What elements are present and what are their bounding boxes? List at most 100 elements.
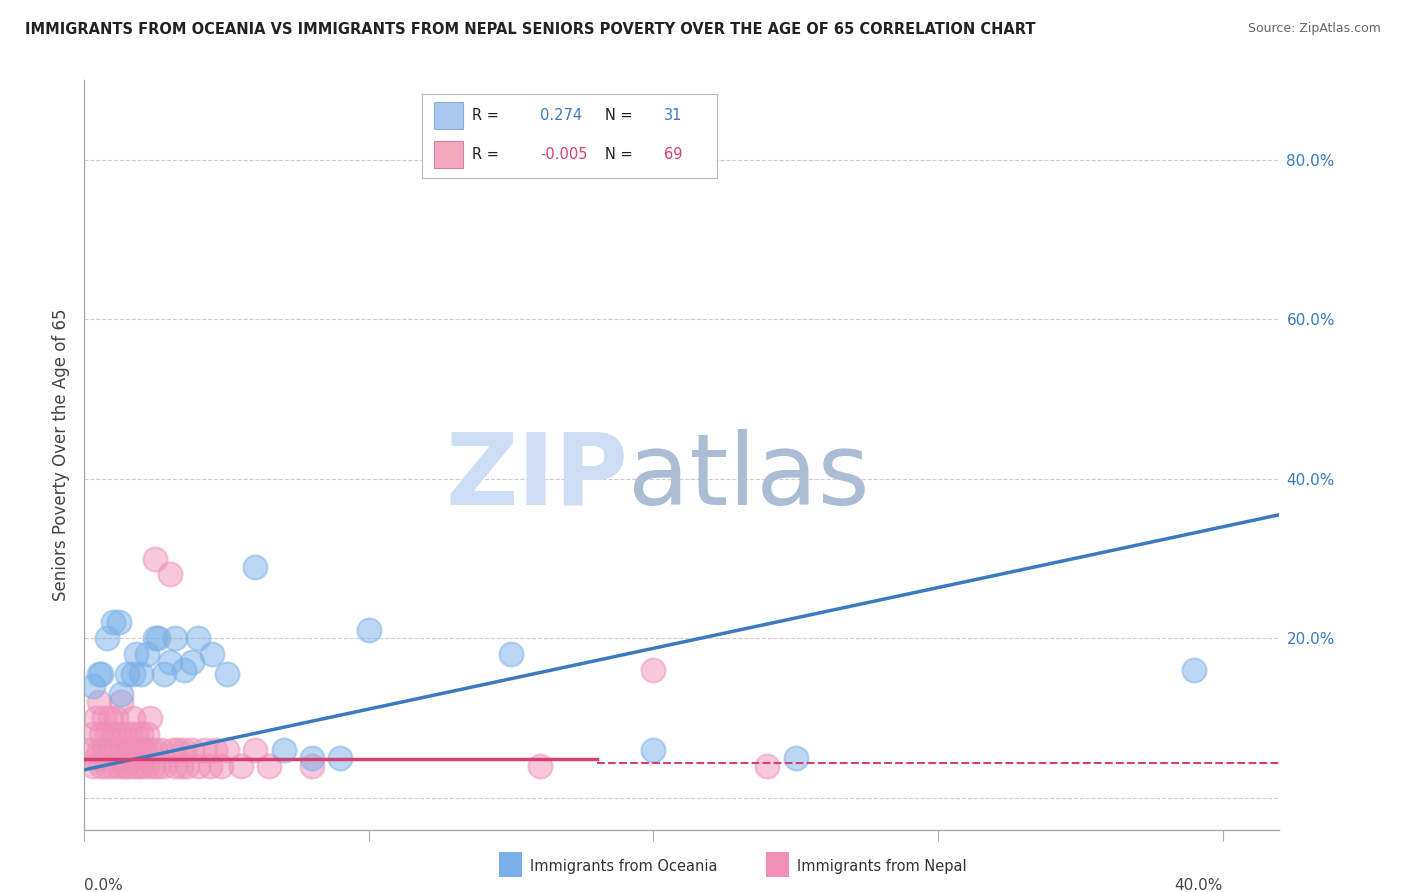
Text: Immigrants from Oceania: Immigrants from Oceania — [530, 859, 717, 873]
Point — [756, 759, 779, 773]
Point — [101, 615, 124, 630]
Point — [153, 667, 176, 681]
Point — [187, 632, 209, 646]
Point — [243, 559, 266, 574]
Point — [643, 743, 665, 757]
Point — [124, 647, 146, 661]
Point — [84, 711, 107, 725]
Point — [173, 663, 195, 677]
Point — [96, 727, 118, 741]
Point — [529, 759, 551, 773]
Point — [170, 759, 193, 773]
Point — [84, 751, 107, 765]
Point — [136, 727, 159, 741]
Point — [115, 667, 138, 681]
Text: -0.005: -0.005 — [540, 147, 588, 162]
Point — [98, 743, 121, 757]
Point — [90, 759, 112, 773]
Point — [159, 655, 181, 669]
Text: Source: ZipAtlas.com: Source: ZipAtlas.com — [1247, 22, 1381, 36]
Point — [121, 759, 143, 773]
Point — [87, 743, 110, 757]
Point — [187, 759, 209, 773]
Text: 0.0%: 0.0% — [84, 879, 124, 892]
Point — [118, 727, 141, 741]
Point — [107, 727, 129, 741]
Point — [104, 711, 127, 725]
Point — [301, 751, 323, 765]
Point — [110, 687, 132, 701]
Point — [357, 624, 380, 638]
Point — [104, 743, 127, 757]
Text: N =: N = — [605, 108, 633, 123]
Point — [167, 743, 190, 757]
Point — [112, 759, 135, 773]
Point — [82, 727, 104, 741]
Text: N =: N = — [605, 147, 633, 162]
Point — [142, 759, 165, 773]
Point — [132, 743, 156, 757]
Point — [110, 743, 132, 757]
Point — [198, 759, 221, 773]
Point — [181, 655, 204, 669]
Text: 0.274: 0.274 — [540, 108, 582, 123]
Point — [121, 667, 143, 681]
Text: 40.0%: 40.0% — [1174, 879, 1223, 892]
Point — [101, 727, 124, 741]
Point — [127, 743, 149, 757]
Point — [93, 711, 115, 725]
Point — [112, 727, 135, 741]
Point — [173, 743, 195, 757]
Point — [145, 551, 167, 566]
Y-axis label: Seniors Poverty Over the Age of 65: Seniors Poverty Over the Age of 65 — [52, 309, 70, 601]
Point — [204, 743, 226, 757]
Point — [121, 711, 143, 725]
Point — [148, 632, 170, 646]
Point — [90, 667, 112, 681]
Point — [153, 759, 176, 773]
Point — [193, 743, 215, 757]
Point — [127, 759, 149, 773]
Point — [1182, 663, 1205, 677]
Point — [501, 647, 523, 661]
Point — [176, 759, 198, 773]
Point — [101, 759, 124, 773]
Point — [124, 727, 146, 741]
Point — [209, 759, 232, 773]
Point — [87, 695, 110, 709]
Point — [129, 727, 152, 741]
Point — [107, 615, 129, 630]
Text: 69: 69 — [664, 147, 682, 162]
Point — [96, 632, 118, 646]
Point — [115, 759, 138, 773]
Point — [129, 667, 152, 681]
Point — [87, 667, 110, 681]
Point — [90, 727, 112, 741]
Point — [98, 711, 121, 725]
Point — [201, 647, 224, 661]
Text: atlas: atlas — [628, 429, 870, 526]
Point — [139, 743, 162, 757]
Point — [124, 743, 146, 757]
Point — [150, 743, 173, 757]
Point — [243, 743, 266, 757]
Text: ZIP: ZIP — [446, 429, 628, 526]
Point — [93, 743, 115, 757]
Text: R =: R = — [472, 108, 499, 123]
Point — [107, 759, 129, 773]
Point — [785, 751, 807, 765]
Point — [139, 711, 162, 725]
Point — [82, 679, 104, 693]
Point — [165, 632, 187, 646]
Text: Immigrants from Nepal: Immigrants from Nepal — [797, 859, 967, 873]
Point — [145, 632, 167, 646]
Point — [136, 759, 159, 773]
Point — [118, 743, 141, 757]
Point — [145, 743, 167, 757]
Text: 31: 31 — [664, 108, 682, 123]
Point — [115, 743, 138, 757]
Point — [329, 751, 352, 765]
Point — [96, 759, 118, 773]
Point — [215, 743, 238, 757]
Point — [82, 759, 104, 773]
